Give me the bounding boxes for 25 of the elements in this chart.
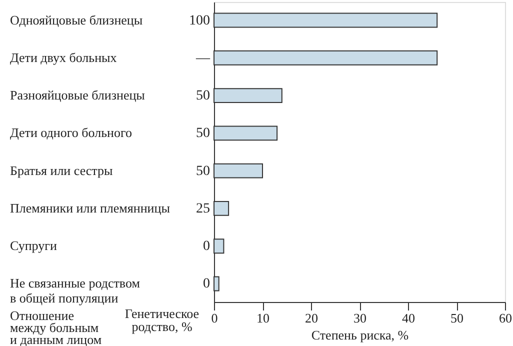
y2-axis-title: Генетическое родство, %: [124, 306, 200, 334]
y2-tick-label: 0: [203, 239, 210, 254]
x-tick-label: 40: [402, 310, 415, 326]
y-tick-label: Разнояйцовые близнецы: [10, 88, 146, 103]
y-tick-label: Братья или сестры: [10, 162, 114, 178]
y-tick-label: Однояйцовые близнецы: [10, 12, 143, 28]
y-tick-label: Дети одного больного: [10, 125, 132, 140]
x-tick-label: 60: [499, 310, 512, 326]
x-axis-title: Степень риска, %: [311, 328, 409, 342]
y2-tick-label: 50: [196, 164, 210, 179]
x-tick-label: 0: [211, 310, 218, 326]
y-tick-label: Не связанные родством в общей популяции: [10, 276, 140, 306]
y2-tick-label: 50: [196, 88, 210, 104]
y2-tick-label: 0: [203, 276, 210, 292]
y2-tick-label: 50: [196, 126, 210, 142]
y2-tick-label: 100: [189, 13, 210, 28]
y2-tick-label: —: [195, 50, 211, 66]
x-tick-label: 30: [354, 310, 366, 326]
x-tick-label: 50: [450, 310, 464, 326]
y-tick-label: Племяники или племянницы: [10, 200, 170, 216]
y2-tick-label: 25: [196, 201, 210, 216]
y-tick-label: Супруги: [10, 238, 57, 254]
x-tick-label: 10: [256, 310, 270, 326]
x-tick-label: 20: [305, 310, 318, 326]
y-tick-label: Дети двух больных: [10, 50, 118, 65]
